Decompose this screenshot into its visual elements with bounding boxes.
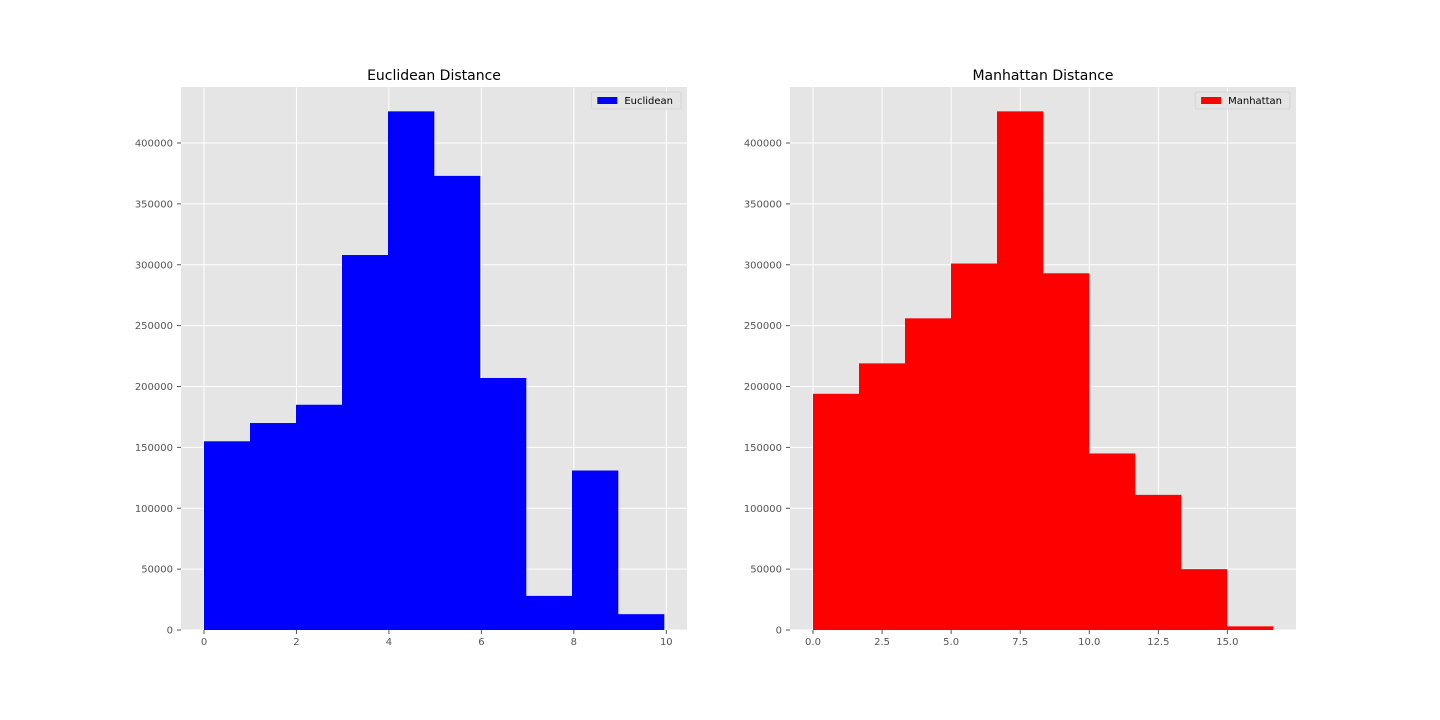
histogram-bar xyxy=(859,363,906,630)
chart-manhattan: 0.0 2.5 5.0 7.5 10.0 12.5 15.0 0 50000 100000 1500… xyxy=(744,68,1296,648)
x-tick-label: 5.0 xyxy=(943,637,959,648)
x-tick-label: 15.0 xyxy=(1216,637,1238,648)
legend: Manhattan xyxy=(1194,91,1291,110)
histogram-bar xyxy=(813,393,860,630)
legend-label: Euclidean xyxy=(624,96,673,107)
x-tick-label: 2 xyxy=(293,637,299,648)
histogram-bar xyxy=(480,377,527,630)
histogram-bar xyxy=(388,111,435,630)
y-tick-label: 150000 xyxy=(744,443,782,454)
y-tick-label: 50000 xyxy=(750,565,782,576)
y-tick-label: 0 xyxy=(776,626,782,637)
y-tick-label: 200000 xyxy=(135,382,173,393)
chart-title: Euclidean Distance xyxy=(367,68,501,84)
histogram-bar xyxy=(905,318,952,630)
chart-euclidean: 0 2 4 6 8 10 0 50000 100000 150000 200000 250000 300… xyxy=(135,68,687,648)
legend-label: Manhattan xyxy=(1228,96,1282,107)
x-tick-label: 0 xyxy=(201,637,207,648)
y-tick-label: 300000 xyxy=(744,260,782,271)
x-tick-label: 8 xyxy=(571,637,577,648)
legend-box xyxy=(1194,91,1291,110)
histogram-bar xyxy=(1227,626,1274,630)
y-tick-label: 200000 xyxy=(744,382,782,393)
y-tick-label: 100000 xyxy=(135,504,173,515)
legend: Euclidean xyxy=(590,91,682,110)
histogram-bar xyxy=(951,263,998,630)
legend-swatch xyxy=(1201,97,1222,104)
x-tick-label: 7.5 xyxy=(1012,637,1028,648)
histogram-bar xyxy=(618,614,665,630)
y-tick-label: 250000 xyxy=(744,321,782,332)
x-tick-label: 10.0 xyxy=(1078,637,1100,648)
histogram-bar xyxy=(1043,273,1090,630)
histogram-bar xyxy=(296,404,343,630)
y-tick-label: 400000 xyxy=(744,139,782,150)
y-tick-label: 50000 xyxy=(141,565,173,576)
histogram-bar xyxy=(572,470,619,630)
y-tick-label: 250000 xyxy=(135,321,173,332)
y-tick-label: 400000 xyxy=(135,139,173,150)
histogram-bar xyxy=(434,175,481,630)
histogram-bar xyxy=(526,595,573,630)
x-tick-label: 6 xyxy=(478,637,484,648)
y-tick-label: 100000 xyxy=(744,504,782,515)
y-tick-label: 350000 xyxy=(744,199,782,210)
histogram-bar xyxy=(1135,494,1182,630)
x-tick-label: 10 xyxy=(660,637,673,648)
legend-box xyxy=(590,91,682,110)
y-tick-label: 300000 xyxy=(135,260,173,271)
histogram-bar xyxy=(1181,569,1228,630)
histogram-bar xyxy=(204,441,251,630)
x-tick-label: 0.0 xyxy=(805,637,821,648)
histogram-bar xyxy=(342,255,389,630)
chart-title: Manhattan Distance xyxy=(972,68,1113,84)
histogram-bar xyxy=(1089,453,1136,630)
y-tick-label: 350000 xyxy=(135,199,173,210)
x-tick-label: 4 xyxy=(386,637,392,648)
histogram-bar xyxy=(250,423,297,630)
x-tick-label: 2.5 xyxy=(874,637,890,648)
histogram-bar xyxy=(997,111,1044,630)
x-tick-label: 12.5 xyxy=(1147,637,1169,648)
y-tick-label: 0 xyxy=(167,626,173,637)
y-tick-label: 150000 xyxy=(135,443,173,454)
legend-swatch xyxy=(597,97,618,104)
